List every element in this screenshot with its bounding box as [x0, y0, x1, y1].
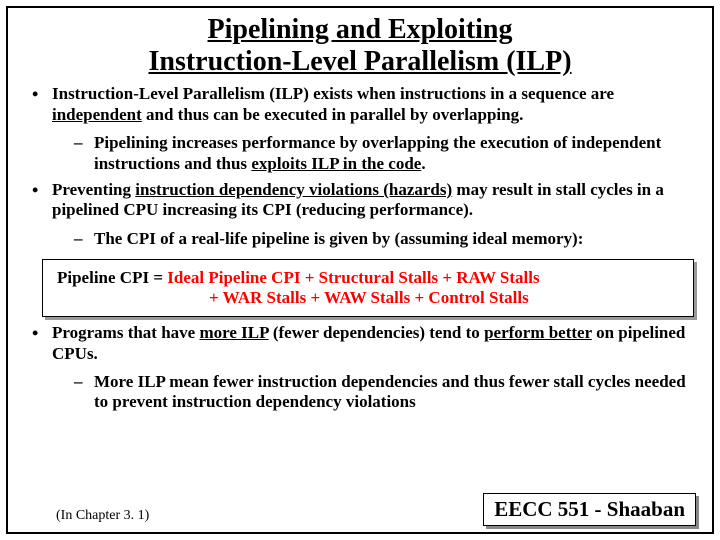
credit-box: EECC 551 - Shaaban: [483, 493, 696, 526]
b3s1: More ILP mean fewer instruction dependen…: [94, 372, 686, 411]
b3-text-a: Programs that have: [52, 323, 199, 342]
slide-frame: Pipelining and Exploiting Instruction-Le…: [6, 6, 714, 534]
bullet-3-sub-1: More ILP mean fewer instruction dependen…: [66, 372, 694, 413]
b2-text-a: Preventing: [52, 180, 135, 199]
b1-u1: independent: [52, 105, 142, 124]
b3-u2: perform better: [484, 323, 592, 342]
formula-rhs2: + WAR Stalls + WAW Stalls + Control Stal…: [209, 288, 529, 307]
slide-title: Pipelining and Exploiting Instruction-Le…: [26, 14, 694, 78]
b1-text-a: Instruction-Level Parallelism (ILP) exis…: [52, 84, 614, 103]
bullet-list-2: Programs that have more ILP (fewer depen…: [26, 323, 694, 413]
bullet-list: Instruction-Level Parallelism (ILP) exis…: [26, 84, 694, 249]
bullet-1-sub-1: Pipelining increases performance by over…: [66, 133, 694, 174]
bullet-3: Programs that have more ILP (fewer depen…: [26, 323, 694, 413]
formula-rhs1: Ideal Pipeline CPI + Structural Stalls +…: [167, 268, 539, 287]
bullet-1: Instruction-Level Parallelism (ILP) exis…: [26, 84, 694, 174]
formula-lhs: Pipeline CPI =: [57, 268, 167, 287]
b1s1-b: .: [421, 154, 425, 173]
b3-u1: more ILP: [199, 323, 268, 342]
formula-line-1: Pipeline CPI = Ideal Pipeline CPI + Stru…: [57, 268, 679, 288]
b1-text-b: and thus can be executed in parallel by …: [142, 105, 524, 124]
chapter-note: (In Chapter 3. 1): [56, 508, 149, 524]
title-line2: Instruction-Level Parallelism (ILP): [148, 46, 571, 77]
formula-box: Pipeline CPI = Ideal Pipeline CPI + Stru…: [42, 259, 694, 317]
bullet-2: Preventing instruction dependency violat…: [26, 180, 694, 249]
formula-line-2: + WAR Stalls + WAW Stalls + Control Stal…: [57, 288, 679, 308]
b2-u1: instruction dependency violations (hazar…: [135, 180, 452, 199]
b3-text-b: (fewer dependencies) tend to: [269, 323, 484, 342]
title-line1: Pipelining and Exploiting: [208, 14, 513, 45]
b1s1-u: exploits ILP in the code: [251, 154, 421, 173]
bullet-2-sub-1: The CPI of a real-life pipeline is given…: [66, 229, 694, 249]
b2s1: The CPI of a real-life pipeline is given…: [94, 229, 583, 248]
